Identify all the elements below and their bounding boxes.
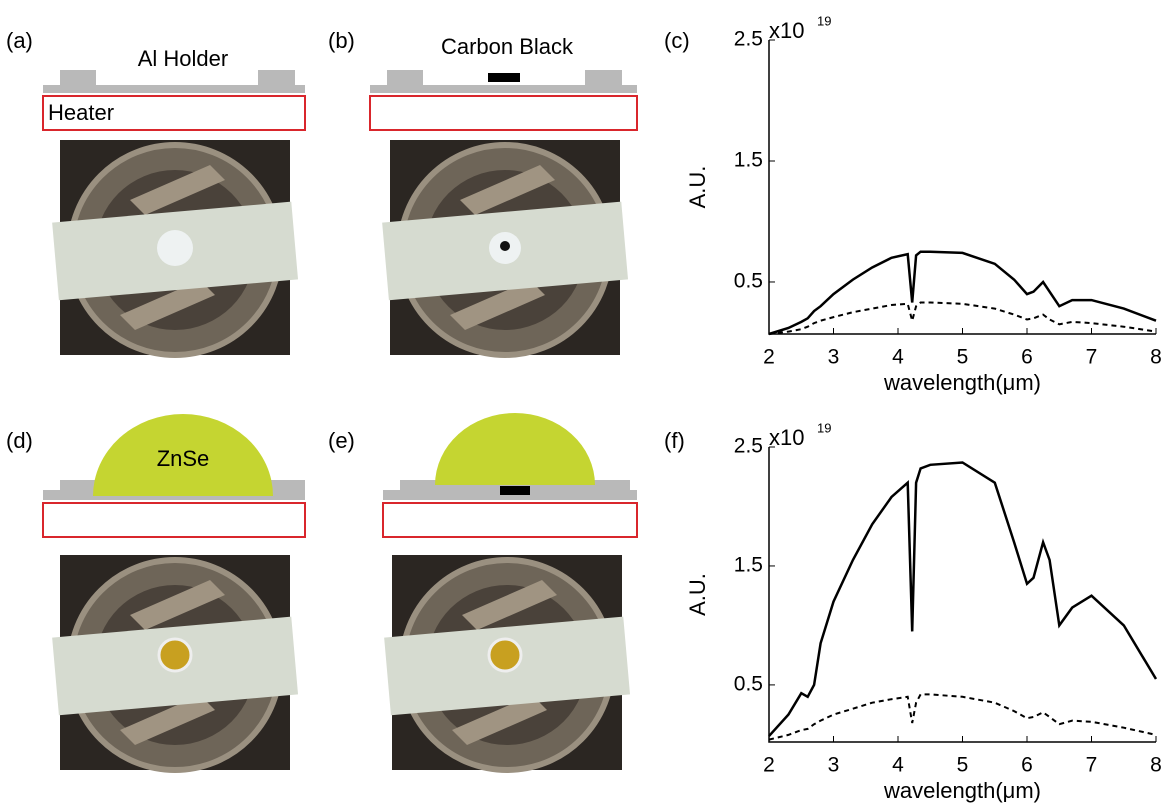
- x-axis-label: wavelength(μm): [883, 370, 1041, 395]
- x-tick-label: 4: [892, 346, 904, 369]
- y-multiplier: x10: [769, 18, 804, 43]
- panel-label: (f): [664, 428, 685, 453]
- x-axis-label: wavelength(μm): [883, 778, 1041, 803]
- heater: [43, 503, 305, 537]
- y-multiplier-exponent: 19: [817, 13, 831, 28]
- y-tick-label: 2.5: [734, 28, 763, 51]
- x-tick-label: 5: [957, 754, 969, 777]
- heater-label: Heater: [48, 100, 114, 125]
- x-tick-label: 4: [892, 754, 904, 777]
- holder: [43, 70, 305, 93]
- x-tick-label: 5: [957, 346, 969, 369]
- x-tick-label: 7: [1086, 754, 1098, 777]
- x-tick-label: 6: [1021, 346, 1033, 369]
- axes: [769, 40, 1156, 334]
- y-tick-label: 1.5: [734, 149, 763, 172]
- carbon-black: [500, 241, 510, 251]
- holder-label: Al Holder: [138, 46, 228, 71]
- panel-label: (a): [6, 28, 33, 53]
- x-tick-label: 7: [1086, 346, 1098, 369]
- x-tick-label: 2: [763, 346, 775, 369]
- x-tick-label: 8: [1150, 754, 1162, 777]
- y-multiplier-exponent: 19: [817, 420, 831, 435]
- x-tick-label: 3: [828, 754, 840, 777]
- panel-label: (e): [328, 428, 355, 453]
- data-line: [769, 694, 1156, 739]
- carbon-black: [488, 73, 520, 82]
- panel-label: (b): [328, 28, 355, 53]
- heater: [370, 96, 637, 130]
- y-tick-label: 0.5: [734, 672, 763, 695]
- panel-label: (d): [6, 428, 33, 453]
- heater: [383, 503, 637, 537]
- data-line: [769, 252, 1156, 334]
- x-tick-label: 8: [1150, 346, 1162, 369]
- x-tick-label: 6: [1021, 754, 1033, 777]
- y-axis-label: A.U.: [685, 166, 710, 209]
- y-tick-label: 1.5: [734, 553, 763, 576]
- y-tick-label: 0.5: [734, 270, 763, 293]
- sample-label: Carbon Black: [441, 34, 574, 59]
- lens-label: ZnSe: [157, 446, 210, 471]
- y-axis-label: A.U.: [685, 573, 710, 616]
- y-multiplier: x10: [769, 425, 804, 450]
- data-line: [769, 463, 1156, 737]
- figure: (a) Al Holder Heater (b) Carbon Black (d…: [0, 0, 1166, 812]
- hole: [157, 230, 193, 266]
- y-tick-label: 2.5: [734, 435, 763, 458]
- lens: [435, 413, 595, 485]
- lens-photo: [489, 639, 521, 671]
- lens-photo: [159, 639, 191, 671]
- x-tick-label: 2: [763, 754, 775, 777]
- panel-label: (c): [664, 28, 690, 53]
- carbon-black: [500, 486, 530, 495]
- x-tick-label: 3: [828, 346, 840, 369]
